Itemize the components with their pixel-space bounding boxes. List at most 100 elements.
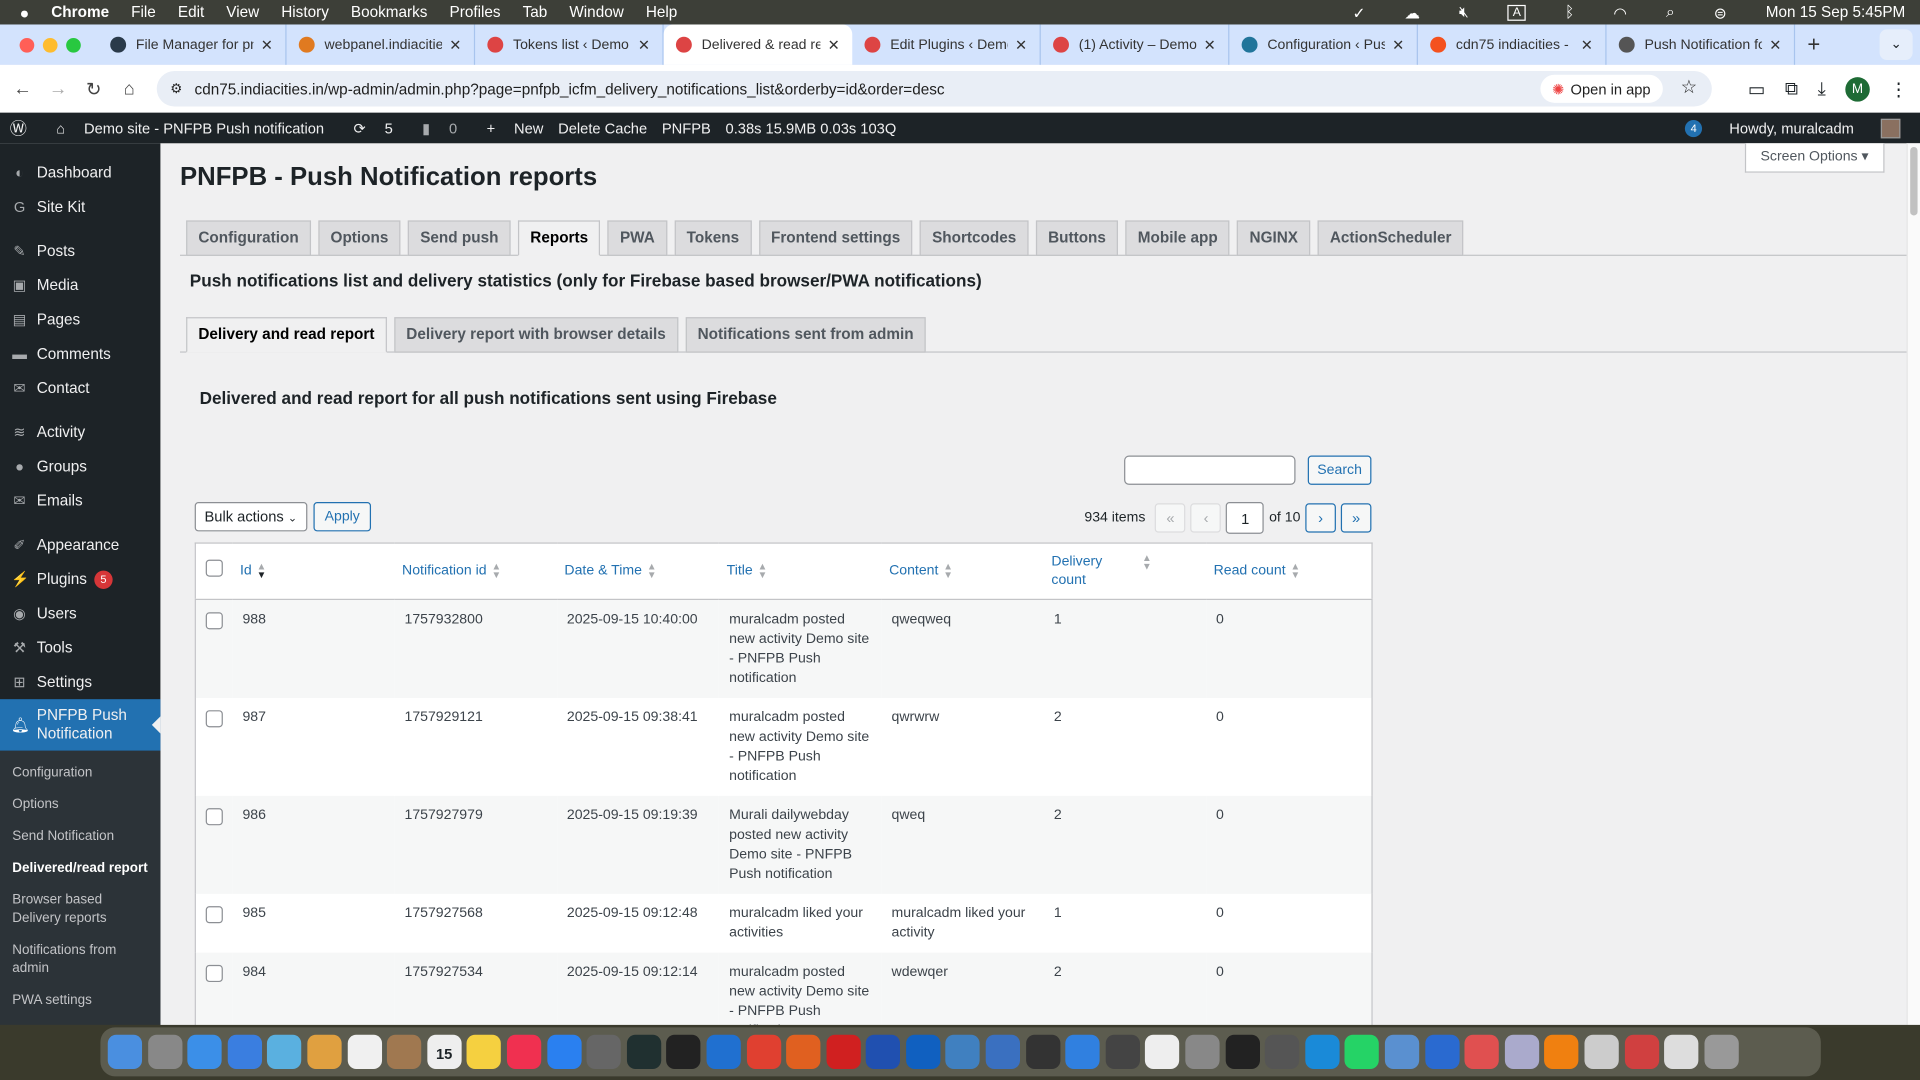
forward-button[interactable]: → xyxy=(48,78,68,100)
reload-button[interactable]: ↻ xyxy=(85,78,102,100)
apply-button[interactable]: Apply xyxy=(313,502,372,532)
column-header[interactable]: Title ▲ ▼ xyxy=(719,543,882,601)
submenu-item[interactable]: Delivered/read report xyxy=(12,860,148,876)
sidebar-item-settings[interactable]: ⊞ Settings xyxy=(0,665,160,699)
check-icon[interactable]: ✓ xyxy=(1352,4,1366,22)
row-checkbox[interactable] xyxy=(205,964,223,983)
admin-bar-site[interactable]: ⌂ Demo site - PNFPB Push notification xyxy=(42,119,324,136)
dock-app-icon[interactable] xyxy=(1664,1034,1699,1069)
dock-app-icon[interactable] xyxy=(1025,1034,1060,1069)
home-button[interactable]: ⌂ xyxy=(123,78,135,100)
prev-page-button[interactable]: ‹ xyxy=(1190,503,1222,533)
tab-shortcodes[interactable]: Shortcodes xyxy=(919,220,1029,256)
user-avatar[interactable] xyxy=(1880,118,1901,138)
submenu-item[interactable]: Configuration xyxy=(12,765,93,781)
close-tab-icon[interactable]: ✕ xyxy=(260,36,274,54)
sidebar-item-appearance[interactable]: ✐ Appearance xyxy=(0,528,160,562)
apple-icon[interactable]: ● xyxy=(19,3,30,22)
pnfpb-link[interactable]: PNFPB xyxy=(661,119,711,137)
column-header[interactable]: Read count ▲ ▼ xyxy=(1206,543,1373,601)
query-monitor-stats[interactable]: 0.38s 15.9MB 0.03s 103Q xyxy=(725,119,897,137)
submenu-item[interactable]: Notifications from admin xyxy=(12,942,117,976)
sidebar-item-plugins[interactable]: ⚡ Plugins 5 xyxy=(0,562,160,596)
menu-bookmarks[interactable]: Bookmarks xyxy=(350,3,428,21)
dock-app-icon[interactable]: 15 xyxy=(427,1034,462,1069)
submenu-item[interactable]: Send Notification xyxy=(12,828,115,844)
menu-edit[interactable]: Edit xyxy=(177,3,205,21)
input-source-icon[interactable]: A xyxy=(1507,4,1526,21)
sidebar-item-contact[interactable]: ✉ Contact xyxy=(0,371,160,405)
sidebar-item-pnfpb[interactable]: 🔔︎ PNFPB Push Notification xyxy=(0,699,161,751)
dock-app-icon[interactable] xyxy=(1344,1034,1380,1069)
sort-arrows-icon[interactable]: ▲ ▼ xyxy=(256,560,267,581)
url-text[interactable]: cdn75.indiacities.in/wp-admin/admin.php?… xyxy=(194,80,945,98)
close-tab-icon[interactable]: ✕ xyxy=(827,36,841,54)
wifi-icon[interactable]: ◠ xyxy=(1613,4,1627,22)
dock-app-icon[interactable] xyxy=(1265,1034,1300,1069)
sort-arrows-icon[interactable]: ▲ ▼ xyxy=(943,560,953,581)
mute-icon[interactable]: 🔇︎ xyxy=(1459,3,1469,21)
dock-app-icon[interactable] xyxy=(905,1034,941,1069)
column-header[interactable]: Date & Time ▲ ▼ xyxy=(557,543,720,601)
subtab[interactable]: Notifications sent from admin xyxy=(685,317,926,353)
close-tab-icon[interactable]: ✕ xyxy=(1203,36,1216,54)
dock-app-icon[interactable] xyxy=(666,1034,701,1069)
menu-view[interactable]: View xyxy=(226,3,260,21)
sidebar-item-groups[interactable]: ● Groups xyxy=(0,449,160,483)
browser-tab[interactable]: Edit Plugins ‹ Demo s ✕ xyxy=(852,24,1041,65)
admin-bar-new[interactable]: + New xyxy=(472,119,544,136)
tab-tokens[interactable]: Tokens xyxy=(674,220,752,256)
kebab-menu-icon[interactable]: ⋮ xyxy=(1889,78,1908,100)
new-tab-button[interactable]: + xyxy=(1807,31,1821,57)
tab-reports[interactable]: Reports xyxy=(518,220,601,256)
sort-arrows-icon[interactable]: ▲ ▼ xyxy=(491,560,502,581)
bulk-actions-select[interactable]: Bulk actions ⌄ xyxy=(194,502,308,532)
dock-app-icon[interactable] xyxy=(786,1034,821,1069)
browser-tab[interactable]: File Manager for pnfpb ✕ xyxy=(98,24,287,65)
dock-app-icon[interactable] xyxy=(586,1034,621,1069)
dock-app-icon[interactable] xyxy=(1704,1034,1739,1069)
tab-send-push[interactable]: Send push xyxy=(407,220,511,256)
dock-app-icon[interactable] xyxy=(1624,1034,1659,1069)
sidebar-item-activity[interactable]: ≋ Activity xyxy=(0,415,160,449)
column-header[interactable]: Content ▲ ▼ xyxy=(881,543,1045,601)
sort-arrows-icon[interactable]: ▲ ▼ xyxy=(757,560,768,581)
search-button[interactable]: Search xyxy=(1307,455,1372,485)
dock-app-icon[interactable] xyxy=(1584,1034,1619,1069)
wordpress-logo-icon[interactable]: Ⓦ xyxy=(9,118,27,138)
notification-count-badge[interactable]: 4 xyxy=(1685,119,1703,137)
sort-arrows-icon[interactable]: ▲ ▼ xyxy=(1142,551,1152,572)
bluetooth-icon[interactable]: ᛒ xyxy=(1565,3,1575,21)
row-checkbox[interactable] xyxy=(205,612,223,630)
sidebar-item-users[interactable]: ◉ Users xyxy=(0,596,160,630)
dock-app-icon[interactable] xyxy=(1424,1034,1460,1069)
menu-profiles[interactable]: Profiles xyxy=(449,3,501,21)
dock-app-icon[interactable] xyxy=(626,1034,661,1069)
dock-app-icon[interactable] xyxy=(1464,1034,1500,1069)
menu-help[interactable]: Help xyxy=(645,3,678,21)
dock-app-icon[interactable] xyxy=(1305,1034,1340,1069)
tab-mobile-app[interactable]: Mobile app xyxy=(1125,220,1230,256)
site-info-icon[interactable]: ⚙ xyxy=(170,82,183,97)
current-page-input[interactable]: 1 xyxy=(1226,502,1265,534)
dock-app-icon[interactable] xyxy=(267,1034,302,1069)
sidebar-item-site-kit[interactable]: G Site Kit xyxy=(0,190,160,224)
dock-app-icon[interactable] xyxy=(1105,1034,1140,1069)
control-center-icon[interactable]: ⊜ xyxy=(1713,4,1727,22)
dock-app-icon[interactable] xyxy=(1185,1034,1220,1069)
dock-app-icon[interactable] xyxy=(466,1034,502,1069)
menu-app-name[interactable]: Chrome xyxy=(51,3,110,21)
howdy-user[interactable]: Howdy, muralcadm xyxy=(1729,119,1854,137)
tab-actionscheduler[interactable]: ActionScheduler xyxy=(1317,220,1464,256)
address-bar[interactable]: ⚙ cdn75.indiacities.in/wp-admin/admin.ph… xyxy=(156,71,1712,107)
close-tab-icon[interactable]: ✕ xyxy=(1392,36,1405,54)
close-tab-icon[interactable]: ✕ xyxy=(1015,36,1028,54)
sort-arrows-icon[interactable]: ▲ ▼ xyxy=(646,560,657,581)
scrollbar-thumb[interactable] xyxy=(1910,146,1918,216)
tab-pwa[interactable]: PWA xyxy=(607,220,668,256)
dock-app-icon[interactable] xyxy=(1544,1034,1579,1069)
profile-avatar[interactable]: M xyxy=(1845,76,1870,102)
last-page-button[interactable]: » xyxy=(1340,503,1372,533)
column-header[interactable]: Notification id ▲ ▼ xyxy=(394,543,558,601)
spotlight-icon[interactable]: ⌕ xyxy=(1665,3,1675,21)
